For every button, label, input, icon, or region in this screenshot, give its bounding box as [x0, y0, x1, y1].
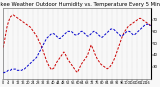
Title: Milwaukee Weather Outdoor Humidity vs. Temperature Every 5 Minutes: Milwaukee Weather Outdoor Humidity vs. T…	[0, 2, 160, 7]
